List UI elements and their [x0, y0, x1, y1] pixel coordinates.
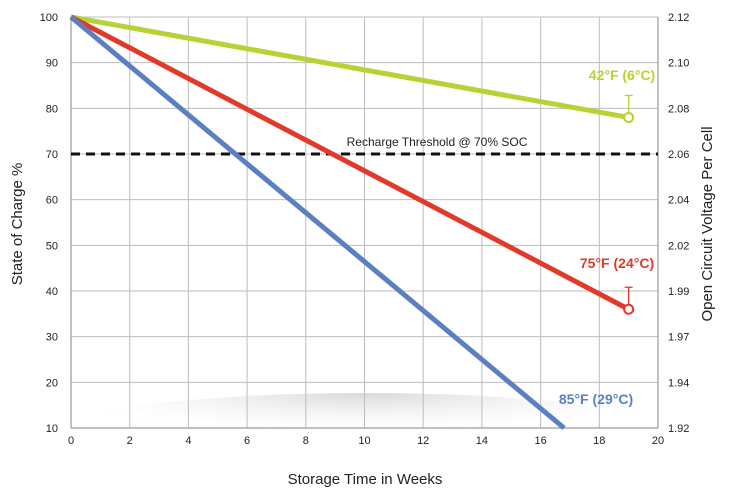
x-tick-label: 8 [303, 435, 309, 447]
y-tick-label: 60 [46, 195, 58, 207]
x-tick-label: 18 [593, 435, 605, 447]
y2-tick-label: 2.04 [668, 195, 689, 207]
series-end-marker [623, 303, 635, 315]
y2-tick-label: 1.97 [668, 332, 689, 344]
y2-tick-label: 2.06 [668, 149, 689, 161]
y2-tick-label: 1.94 [668, 377, 689, 389]
y2-axis-label: Open Circuit Voltage Per Cell [699, 126, 716, 321]
series-group: 42°F (6°C) 75°F (24°C) 85°F (29°C) [69, 14, 655, 430]
threshold-group: Recharge Threshold @ 70% SOC [71, 135, 658, 156]
series-label: 42°F (6°C) [589, 67, 655, 83]
y-tick-label: 30 [46, 332, 58, 344]
y-tick-label: 70 [46, 149, 58, 161]
series-end-marker [623, 111, 635, 123]
y-axis-label: State of Charge % [9, 163, 26, 286]
y-tick-label: 80 [46, 103, 58, 115]
x-tick-label: 20 [652, 435, 664, 447]
y-tick-label: 90 [46, 58, 58, 70]
series-label: 85°F (29°C) [559, 391, 633, 407]
plot-floor-shadow [70, 393, 660, 465]
grid [70, 16, 659, 429]
series-label: 75°F (24°C) [580, 255, 654, 271]
threshold-label: Recharge Threshold @ 70% SOC [347, 135, 528, 149]
y2-tick-label: 2.02 [668, 240, 689, 252]
x-tick-label: 12 [417, 435, 429, 447]
y-tick-label: 20 [46, 377, 58, 389]
x-tick-label: 16 [534, 435, 546, 447]
y2-tick-label: 1.99 [668, 286, 689, 298]
x-tick-label: 14 [476, 435, 488, 447]
series-line [69, 14, 630, 312]
y-tick-label: 50 [46, 240, 58, 252]
y-tick-label: 40 [46, 286, 58, 298]
y-tick-label: 10 [46, 423, 58, 435]
x-tick-label: 4 [185, 435, 191, 447]
x-tick-label: 0 [68, 435, 74, 447]
y2-tick-label: 1.92 [668, 423, 689, 435]
series-line [69, 15, 566, 430]
x-axis-label: Storage Time in Weeks [288, 471, 443, 488]
x-tick-label: 10 [358, 435, 370, 447]
y2-tick-label: 2.10 [668, 58, 689, 70]
y-tick-label: 100 [40, 12, 58, 24]
y2-tick-label: 2.12 [668, 12, 689, 24]
series-line [70, 14, 630, 120]
ticks: 0 2 4 6 8 10 12 14 16 18 20 10 1.92 20 1.94 30 1.97 40 1.9… [40, 12, 690, 447]
x-tick-label: 2 [127, 435, 133, 447]
y2-tick-label: 2.08 [668, 103, 689, 115]
x-tick-label: 6 [244, 435, 250, 447]
